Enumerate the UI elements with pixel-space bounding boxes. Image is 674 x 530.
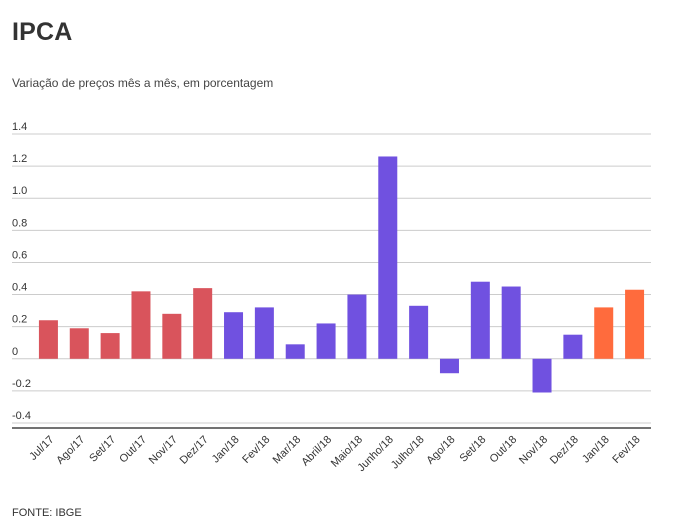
y-tick-label: 0.8 bbox=[12, 217, 27, 229]
y-tick-label: 0.2 bbox=[12, 314, 27, 326]
y-tick-label: 1.0 bbox=[12, 185, 27, 197]
y-tick-label: 1.2 bbox=[12, 153, 27, 165]
y-axis-tick-labels: 1.4 1.2 1.0 0.8 0.6 0.4 0.2 0 -0.2 -0.4 bbox=[12, 121, 31, 422]
bar-abril-18 bbox=[316, 323, 336, 359]
y-tick-label: 0.4 bbox=[12, 282, 27, 294]
x-tick-label: Ago/17 bbox=[54, 434, 87, 467]
x-tick-label: Out/18 bbox=[487, 434, 519, 466]
x-tick-label: Fev/18 bbox=[610, 434, 642, 466]
x-tick-label: Fev/18 bbox=[240, 434, 272, 466]
bar-fev-18 bbox=[254, 307, 274, 359]
x-tick-label: Dez/18 bbox=[548, 434, 581, 467]
bar-jan-18 bbox=[594, 307, 614, 359]
bar-nov-18 bbox=[532, 358, 552, 393]
x-tick-label: Mar/18 bbox=[271, 434, 304, 467]
x-tick-label: Out/17 bbox=[117, 434, 149, 466]
x-tick-label: Abril/18 bbox=[299, 434, 334, 469]
bar-set-18 bbox=[470, 281, 490, 359]
y-tick-label: 1.4 bbox=[12, 121, 27, 133]
bar-dez-17 bbox=[193, 288, 213, 359]
gridlines bbox=[12, 133, 651, 424]
y-tick-label: 0 bbox=[12, 346, 18, 358]
bar-fev-18 bbox=[625, 289, 645, 359]
bar-jul-17 bbox=[38, 320, 58, 359]
bar-out-17 bbox=[131, 291, 151, 359]
y-tick-label: -0.2 bbox=[12, 378, 31, 390]
bar-ago-18 bbox=[439, 358, 459, 374]
x-tick-label: Jan/18 bbox=[210, 434, 242, 466]
source-note: FONTE: IBGE bbox=[12, 507, 82, 519]
y-tick-label: -0.4 bbox=[12, 410, 31, 422]
bar-nov-17 bbox=[162, 313, 182, 359]
bar-out-18 bbox=[501, 286, 521, 359]
x-tick-label: Ago/18 bbox=[424, 434, 457, 467]
y-tick-label: 0.6 bbox=[12, 249, 27, 261]
bar-junho-18 bbox=[378, 156, 398, 359]
bar-maio-18 bbox=[347, 294, 367, 359]
chart-subtitle: Variação de preços mês a mês, em porcent… bbox=[12, 76, 274, 90]
x-tick-label: Set/18 bbox=[457, 434, 488, 465]
bar-dez-18 bbox=[563, 334, 583, 359]
bar-set-17 bbox=[100, 333, 120, 359]
x-tick-label: Nov/18 bbox=[517, 434, 550, 467]
x-tick-label: Nov/17 bbox=[147, 434, 180, 467]
x-tick-label: Dez/17 bbox=[178, 434, 211, 467]
bar-ago-17 bbox=[69, 328, 89, 359]
ipca-bar-chart: 1.41.21.00.80.60.40.20-0.2-0.4 Jul/17Ago… bbox=[12, 121, 651, 474]
chart-title: IPCA bbox=[12, 18, 73, 46]
x-tick-label: Jan/18 bbox=[580, 434, 612, 466]
bar-mar-18 bbox=[285, 344, 305, 359]
x-tick-label: Julho/18 bbox=[389, 434, 427, 472]
bars bbox=[38, 156, 645, 393]
x-tick-label: Set/17 bbox=[87, 434, 118, 465]
bar-jan-18 bbox=[224, 312, 244, 359]
bar-julho-18 bbox=[409, 305, 429, 359]
x-tick-label: Jul/17 bbox=[27, 434, 56, 463]
